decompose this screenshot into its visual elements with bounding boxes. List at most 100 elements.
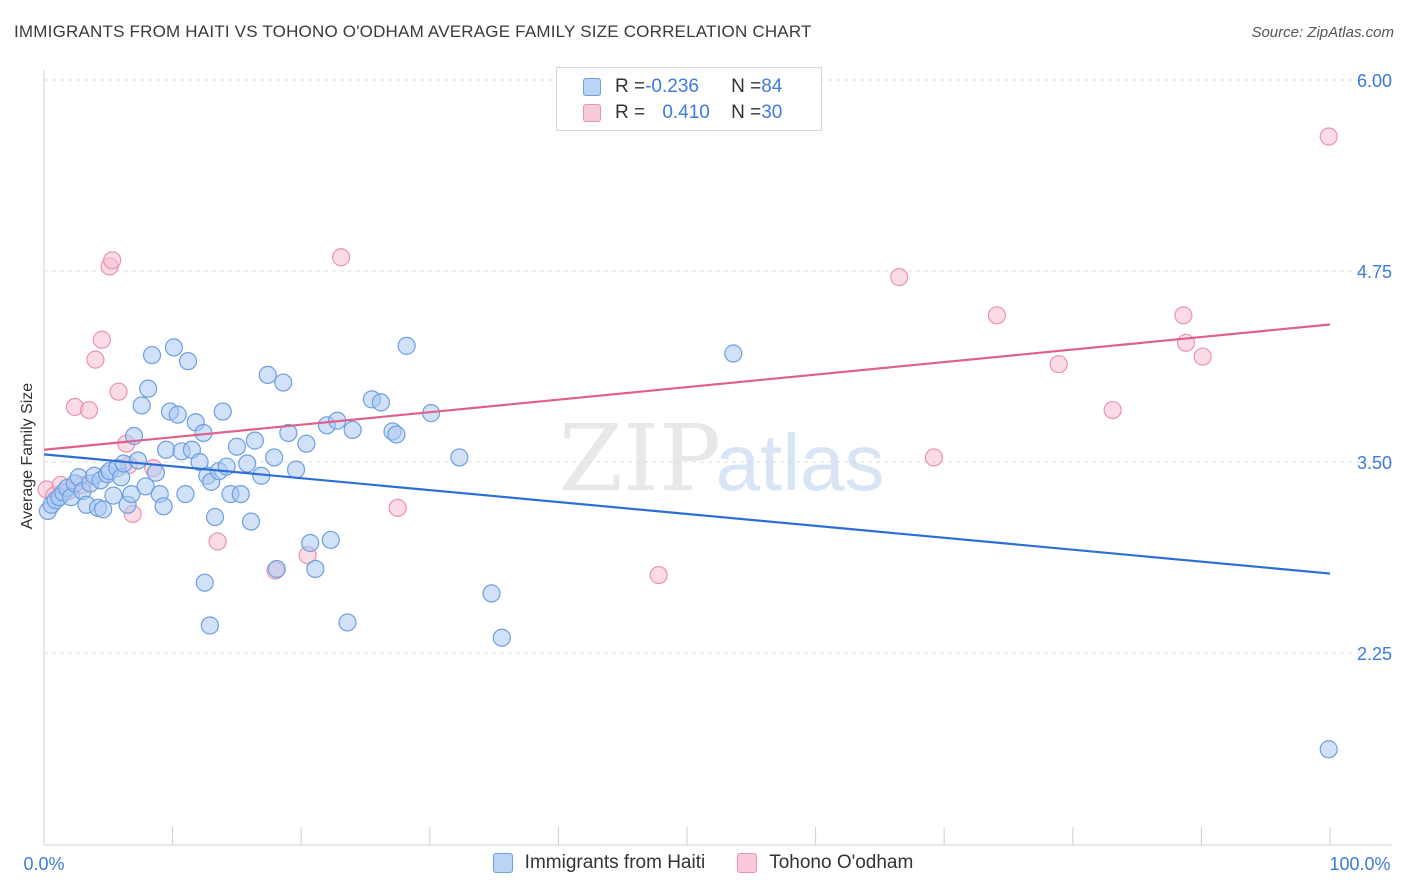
haiti-point bbox=[258, 365, 277, 385]
haiti-point bbox=[724, 344, 743, 363]
legend-item-haiti[interactable]: Immigrants from Haiti bbox=[492, 852, 706, 874]
haiti-point bbox=[104, 486, 123, 505]
tohono-point bbox=[1049, 355, 1068, 374]
haiti-point bbox=[176, 484, 195, 504]
stats-n-label: N = bbox=[731, 102, 762, 123]
legend-label-haiti: Immigrants from Haiti bbox=[524, 852, 706, 873]
haiti-point bbox=[213, 402, 232, 421]
haiti-point bbox=[142, 345, 162, 365]
x-tick-label: 0.0% bbox=[23, 854, 64, 874]
haiti-point bbox=[265, 448, 284, 467]
tohono-point bbox=[1103, 400, 1122, 420]
haiti-point bbox=[122, 484, 141, 504]
haiti-point bbox=[338, 613, 357, 632]
grid-lines bbox=[44, 79, 1392, 654]
haiti-point bbox=[195, 573, 214, 592]
stats-n-label: N = bbox=[731, 76, 762, 97]
haiti-point bbox=[286, 460, 306, 479]
tohono-point bbox=[924, 448, 944, 467]
tohono-point bbox=[1319, 127, 1338, 146]
stats-n-value: 84 bbox=[761, 76, 783, 97]
haiti-point bbox=[301, 533, 320, 553]
haiti-point bbox=[128, 451, 147, 470]
haiti-point bbox=[1319, 740, 1338, 759]
tohono-point bbox=[86, 350, 105, 369]
haiti-point bbox=[371, 393, 391, 412]
tohono-point bbox=[103, 251, 122, 270]
y-tick-label: 3.50 bbox=[1357, 453, 1392, 473]
y-tick-label: 6.00 bbox=[1357, 71, 1392, 91]
watermark: ZIP atlas bbox=[559, 405, 885, 512]
haiti-point bbox=[492, 628, 511, 647]
y-tick-label: 2.25 bbox=[1357, 644, 1392, 664]
haiti-point bbox=[168, 405, 187, 424]
haiti-point bbox=[279, 423, 298, 443]
haiti-trend-line bbox=[43, 453, 1331, 575]
tohono-point bbox=[1174, 306, 1193, 325]
haiti-point bbox=[164, 338, 183, 357]
haiti-point bbox=[227, 437, 246, 456]
stats-n-value: 30 bbox=[761, 102, 783, 123]
x-tick-label: 100.0% bbox=[1329, 854, 1390, 874]
haiti-point bbox=[343, 420, 362, 440]
haiti-point bbox=[178, 352, 198, 371]
haiti-point bbox=[132, 396, 151, 415]
stats-swatch-tohono bbox=[583, 104, 601, 122]
tohono-point bbox=[109, 382, 128, 401]
haiti-point bbox=[450, 448, 469, 467]
haiti-point bbox=[136, 477, 155, 496]
stats-r-value: -0.236 bbox=[645, 76, 699, 97]
haiti-point bbox=[482, 584, 501, 603]
stats-row-haiti: R = -0.236 N = 84 bbox=[557, 74, 782, 100]
haiti-point bbox=[94, 500, 113, 519]
legend-item-tohono[interactable]: Tohono O'odham bbox=[737, 852, 913, 874]
tohono-point bbox=[388, 498, 407, 517]
haiti-point bbox=[200, 616, 219, 635]
axes bbox=[43, 70, 1392, 846]
haiti-point bbox=[205, 507, 225, 527]
haiti-point bbox=[139, 379, 158, 398]
stats-r-label: R = bbox=[615, 102, 646, 123]
stats-r-value: 0.410 bbox=[662, 102, 710, 123]
chart-title: IMMIGRANTS FROM HAITI VS TOHONO O'ODHAM … bbox=[14, 22, 812, 41]
haiti-point bbox=[387, 425, 406, 444]
tohono-trend-line bbox=[43, 323, 1331, 451]
legend: Immigrants from Haiti Tohono O'odham bbox=[0, 852, 1406, 874]
watermark-zip: ZIP bbox=[559, 405, 721, 512]
stats-r-label: R = bbox=[615, 76, 646, 97]
tohono-point bbox=[79, 400, 99, 420]
tohono-point bbox=[1193, 347, 1212, 366]
stats-box: R = -0.236 N = 84 R = 0.410 N = 30 bbox=[556, 67, 822, 131]
tohono-point bbox=[208, 532, 227, 551]
haiti-point bbox=[157, 440, 176, 459]
haiti-point bbox=[245, 431, 265, 450]
tohono-point bbox=[987, 306, 1007, 325]
haiti-point bbox=[241, 512, 261, 531]
tohono-point bbox=[331, 248, 351, 267]
haiti-point bbox=[306, 559, 325, 579]
watermark-atlas: atlas bbox=[716, 418, 885, 507]
stats-row-tohono: R = 0.410 N = 30 bbox=[557, 100, 782, 126]
haiti-point bbox=[297, 434, 316, 453]
haiti-point bbox=[231, 484, 250, 504]
haiti-point bbox=[154, 497, 173, 516]
haiti-point bbox=[274, 373, 293, 392]
tick-labels: 2.25 3.50 4.75 6.00 0.0% 100.0% bbox=[23, 71, 1392, 874]
legend-swatch-haiti bbox=[492, 853, 513, 873]
haiti-point bbox=[238, 454, 257, 473]
y-tick-label: 4.75 bbox=[1357, 262, 1392, 282]
legend-swatch-tohono bbox=[737, 853, 758, 873]
haiti-point bbox=[146, 463, 165, 482]
series-tohono-points bbox=[37, 127, 1338, 585]
legend-label-tohono: Tohono O'odham bbox=[769, 852, 914, 873]
haiti-point bbox=[321, 530, 340, 550]
trend-lines bbox=[43, 323, 1331, 575]
tohono-point bbox=[649, 565, 668, 585]
haiti-point bbox=[397, 336, 416, 355]
stats-swatch-haiti bbox=[583, 78, 601, 96]
source-label: Source: ZipAtlas.com bbox=[1251, 24, 1394, 41]
series-haiti-points bbox=[38, 336, 1338, 759]
haiti-point bbox=[267, 559, 286, 579]
tohono-point bbox=[92, 330, 111, 349]
